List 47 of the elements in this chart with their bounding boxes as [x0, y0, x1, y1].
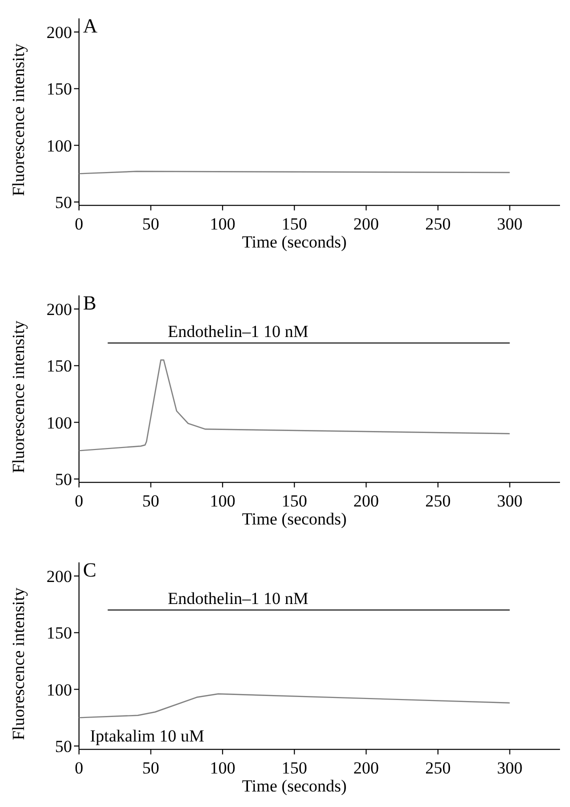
series-label: Endothelin–1 10 nM — [168, 589, 308, 608]
x-tick-label: 300 — [496, 491, 522, 510]
line-series — [78, 693, 510, 718]
y-tick-label: 50 — [55, 470, 72, 489]
chart-title: C — [83, 559, 96, 582]
chart-title: A — [83, 15, 98, 38]
y-tick-label: 50 — [55, 737, 72, 756]
y-tick-label: 200 — [46, 300, 72, 319]
x-tick-label: 100 — [210, 491, 236, 510]
y-tick-label: 50 — [55, 193, 72, 212]
line-series — [78, 359, 510, 452]
y-tick-label: 100 — [46, 680, 72, 700]
x-tick-label: 250 — [425, 491, 451, 510]
chart-title: B — [83, 292, 96, 314]
y-tick-label: 150 — [46, 624, 72, 643]
y-tick-label: 100 — [46, 413, 72, 432]
annotation: Iptakalim 10 uM — [90, 726, 204, 746]
x-axis-title: Time (seconds) — [242, 232, 347, 252]
y-tick-label: 150 — [46, 356, 72, 376]
x-tick-label: 300 — [496, 214, 522, 234]
x-axis-title: Time (seconds) — [242, 776, 347, 796]
x-tick-label: 200 — [353, 491, 379, 510]
y-axis-title: Fluorescence intensity — [9, 587, 28, 740]
y-tick-label: 100 — [46, 136, 72, 156]
x-tick-label: 0 — [74, 491, 84, 510]
y-axis-title: Fluorescence intensity — [9, 43, 28, 196]
x-tick-label: 250 — [425, 214, 451, 234]
x-tick-label: 200 — [353, 758, 379, 778]
y-tick-label: 200 — [46, 23, 72, 42]
x-tick-label: 100 — [210, 758, 236, 778]
x-tick-label: 100 — [210, 214, 236, 234]
x-axis-title: Time (seconds) — [242, 509, 347, 528]
x-tick-label: 50 — [142, 491, 160, 510]
y-tick-label: 150 — [46, 80, 72, 99]
x-tick-label: 0 — [74, 214, 84, 234]
x-tick-label: 50 — [142, 214, 160, 234]
x-tick-label: 200 — [353, 214, 379, 234]
x-tick-label: 50 — [142, 758, 160, 778]
x-tick-label: 300 — [496, 758, 522, 778]
x-tick-label: 150 — [282, 758, 308, 778]
x-tick-label: 0 — [74, 758, 84, 778]
x-tick-label: 250 — [425, 758, 451, 778]
x-tick-label: 150 — [282, 214, 308, 234]
y-tick-label: 200 — [46, 567, 72, 586]
series-label: Endothelin–1 10 nM — [168, 322, 308, 341]
y-axis-title: Fluorescence intensity — [9, 320, 28, 474]
x-tick-label: 150 — [282, 491, 308, 510]
